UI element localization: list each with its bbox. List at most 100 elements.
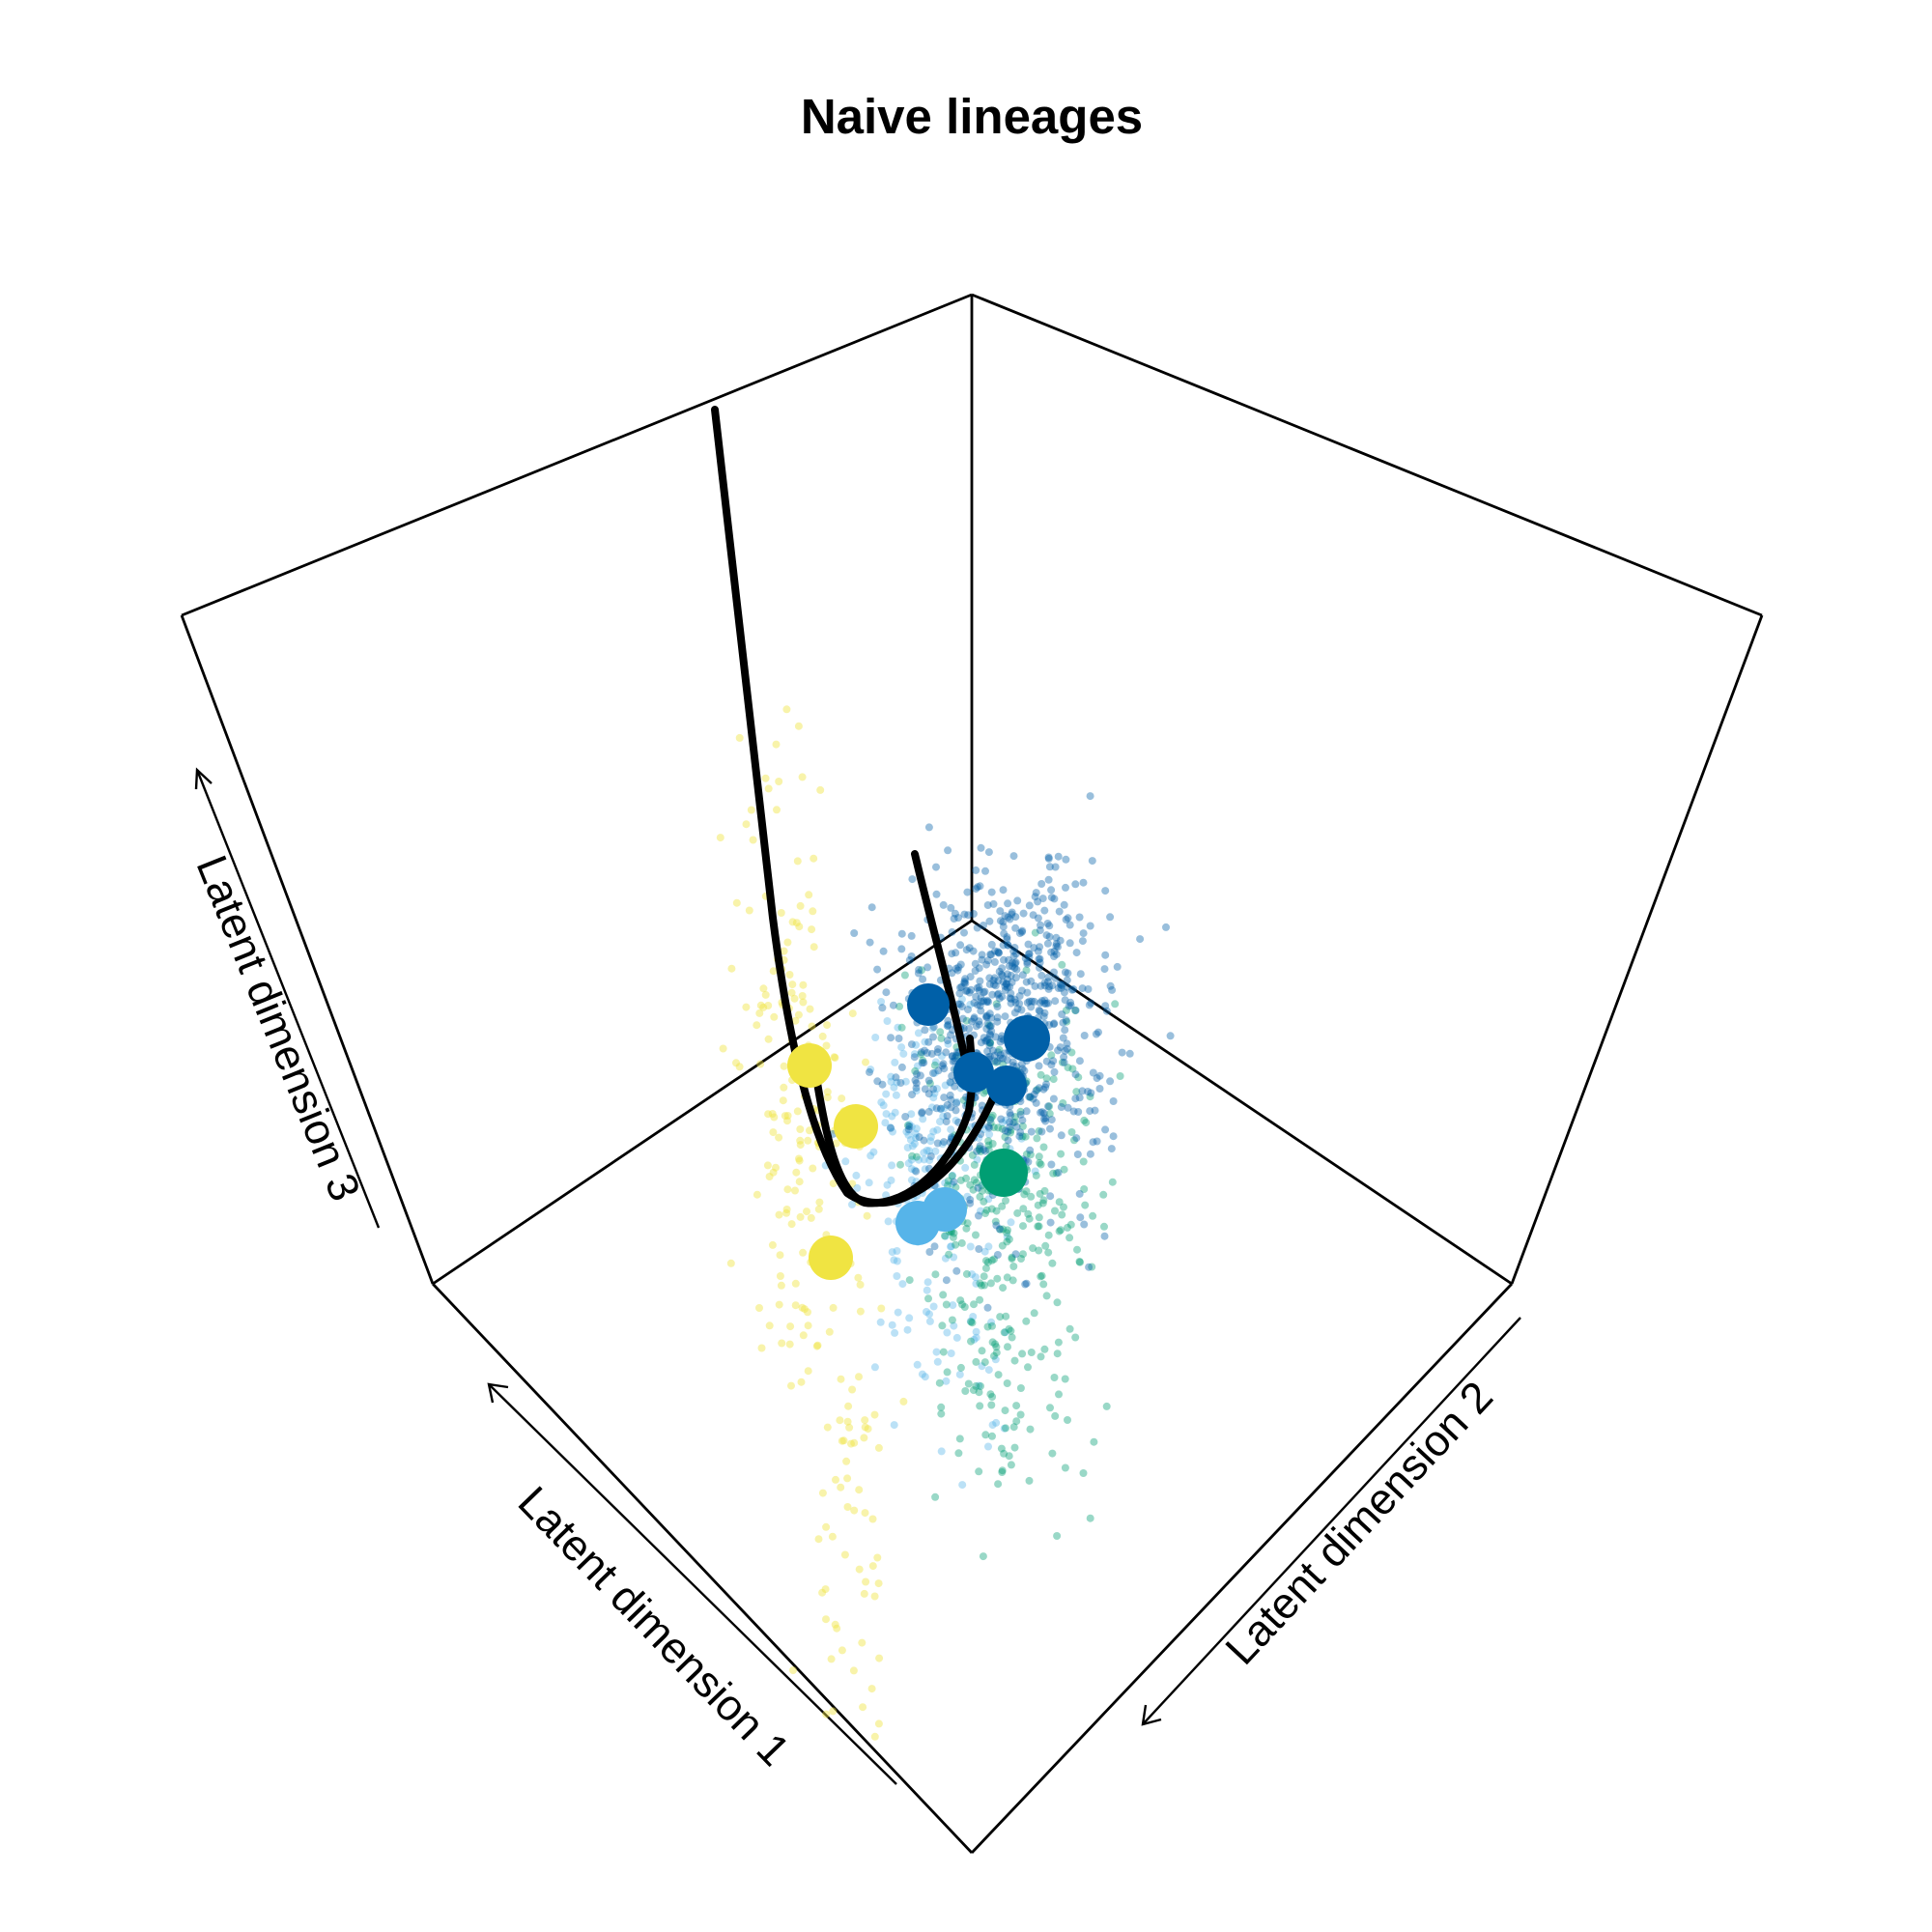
cell-point <box>1062 1006 1070 1014</box>
cell-point <box>981 1264 990 1272</box>
cell-point <box>912 1134 920 1142</box>
cell-point <box>1040 906 1049 915</box>
cell-point <box>1075 1094 1084 1102</box>
cell-point <box>988 1321 996 1330</box>
cell-point <box>903 1122 912 1130</box>
cell-point <box>782 705 791 714</box>
cell-point <box>950 1178 958 1186</box>
cell-point <box>1082 1119 1091 1127</box>
cell-point <box>925 1079 934 1088</box>
cell-point <box>1045 1102 1054 1111</box>
cell-point <box>907 1176 916 1184</box>
cell-point <box>994 1480 1003 1489</box>
cell-point <box>1003 1273 1011 1282</box>
cell-point <box>963 1219 972 1228</box>
cell-point <box>937 1034 946 1042</box>
cell-point <box>1021 954 1030 962</box>
cell-point <box>948 969 956 978</box>
cell-point <box>856 1280 865 1289</box>
cell-point <box>822 1615 830 1624</box>
cell-point <box>1057 1150 1065 1158</box>
cell-point <box>893 1272 901 1280</box>
cell-point <box>1007 1128 1014 1137</box>
cell-point <box>970 1335 979 1344</box>
cell-point <box>926 1137 935 1146</box>
cell-point <box>1063 982 1071 991</box>
cell-point <box>905 1276 914 1285</box>
cell-point <box>932 863 940 871</box>
cell-point <box>1011 998 1020 1007</box>
cell-point <box>796 901 805 910</box>
cell-point <box>882 1191 891 1200</box>
cell-point <box>776 1272 784 1280</box>
cell-point <box>966 1180 975 1189</box>
cell-point <box>941 1232 949 1240</box>
cell-point <box>1031 893 1039 901</box>
cell-point <box>1063 1044 1071 1053</box>
cell-point <box>1003 1056 1011 1065</box>
cell-point <box>973 1155 981 1164</box>
cell-point <box>1069 985 1078 993</box>
cell-point <box>763 1161 772 1170</box>
cell-point <box>1040 1009 1049 1017</box>
cell-point <box>916 1071 924 1080</box>
cell-point <box>1054 984 1063 992</box>
cell-point <box>1045 932 1054 941</box>
cell-point <box>988 1421 997 1430</box>
cell-point <box>1026 1151 1035 1159</box>
cell-point <box>975 1381 983 1390</box>
cell-point <box>871 1034 880 1041</box>
cell-point <box>910 1050 919 1059</box>
cell-point <box>1034 897 1042 906</box>
cell-point <box>787 988 796 997</box>
cell-point <box>1027 1192 1036 1201</box>
cell-point <box>993 990 1002 999</box>
cell-point <box>1027 1349 1036 1356</box>
cell-point <box>1023 957 1032 966</box>
cell-point <box>1039 1109 1048 1118</box>
cell-point <box>781 1112 789 1121</box>
cell-point <box>966 973 975 981</box>
cell-point <box>944 1177 952 1185</box>
cell-point <box>946 1078 954 1087</box>
cell-point <box>809 907 817 916</box>
cell-point <box>980 1358 989 1367</box>
cell-point <box>1046 1404 1054 1412</box>
z-axis-label: Latent dimension 3 <box>187 848 371 1208</box>
cluster-center <box>923 1187 967 1232</box>
cell-point <box>994 1371 1003 1379</box>
cell-point <box>986 1031 995 1039</box>
cell-point <box>933 1085 941 1093</box>
cell-point <box>940 1094 949 1102</box>
cell-point <box>861 1423 869 1432</box>
cell-point <box>1006 994 1014 1003</box>
cell-point <box>1040 1345 1049 1353</box>
cell-point <box>1002 980 1010 988</box>
cell-point <box>1061 1463 1069 1472</box>
cell-point <box>1010 1356 1019 1365</box>
cell-point <box>1051 1411 1060 1420</box>
cell-point <box>975 1388 983 1397</box>
cell-point <box>947 1079 955 1088</box>
cell-point <box>980 1281 988 1290</box>
cell-point <box>947 1242 955 1251</box>
cell-point <box>804 1308 811 1317</box>
cluster-centers <box>787 983 1050 1280</box>
cell-point <box>978 1362 986 1371</box>
cell-point <box>1025 953 1034 962</box>
cell-point <box>1015 999 1024 1008</box>
cell-point <box>1050 1067 1059 1076</box>
cell-point <box>989 899 998 908</box>
cell-point <box>990 974 999 982</box>
cell-point <box>755 1009 764 1017</box>
cell-point <box>1000 1049 1009 1058</box>
cell-point <box>940 1065 949 1073</box>
cell-point <box>943 1328 952 1337</box>
cell-point <box>837 1375 845 1383</box>
cell-point <box>775 1300 783 1309</box>
cell-point <box>1005 1324 1013 1333</box>
cell-point <box>1044 978 1052 986</box>
cell-point <box>958 1300 966 1309</box>
cell-point <box>1037 971 1046 980</box>
cell-point <box>1040 981 1049 990</box>
